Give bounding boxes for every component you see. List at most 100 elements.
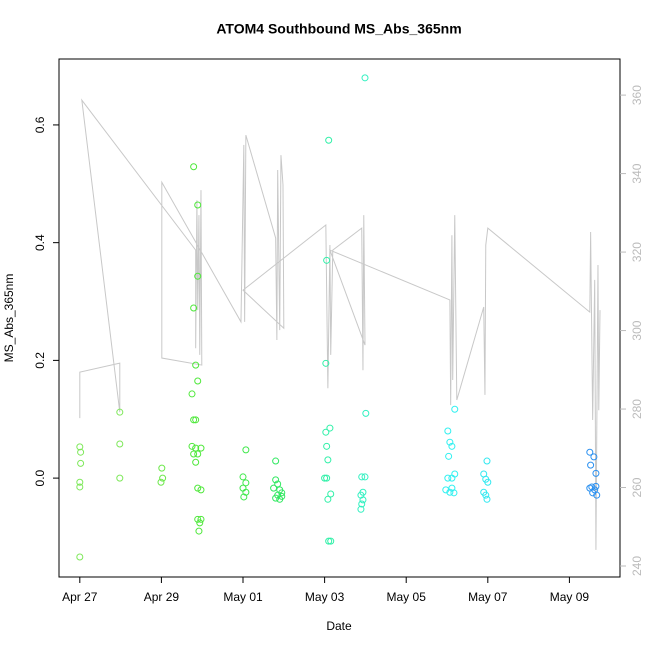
- point: [194, 201, 202, 209]
- point: [194, 515, 202, 523]
- point: [592, 469, 600, 477]
- point: [322, 428, 330, 436]
- point: [197, 486, 205, 494]
- y2-tick-label: 300: [630, 320, 644, 340]
- y2-tick-label: 360: [630, 85, 644, 105]
- point: [270, 484, 278, 492]
- point: [451, 405, 459, 413]
- point: [446, 438, 454, 446]
- point: [274, 480, 282, 488]
- y2-tick-label: 240: [630, 556, 644, 576]
- point: [196, 519, 204, 527]
- point: [242, 479, 250, 487]
- point: [197, 444, 205, 452]
- point: [188, 390, 196, 398]
- point: [587, 461, 595, 469]
- point: [445, 452, 453, 460]
- point: [239, 473, 247, 481]
- point: [362, 409, 370, 417]
- point: [116, 440, 124, 448]
- point: [593, 491, 601, 499]
- point: [483, 495, 491, 503]
- point: [325, 136, 333, 144]
- point: [194, 272, 202, 280]
- point: [590, 453, 598, 461]
- point: [77, 459, 85, 467]
- x-tick-label: Apr 29: [144, 590, 180, 604]
- x-tick-label: May 07: [468, 590, 508, 604]
- point: [586, 448, 594, 456]
- point: [194, 450, 202, 458]
- point: [197, 515, 205, 523]
- point: [272, 494, 280, 502]
- y2-tick-label: 340: [630, 163, 644, 183]
- y2-tick-label: 260: [630, 477, 644, 497]
- point: [361, 473, 369, 481]
- point: [444, 474, 452, 482]
- point: [190, 304, 198, 312]
- point: [77, 448, 85, 456]
- point: [322, 359, 330, 367]
- point: [190, 416, 198, 424]
- point: [359, 496, 367, 504]
- y-tick-label: 0.0: [33, 469, 47, 486]
- point: [361, 74, 369, 82]
- point: [324, 495, 332, 503]
- point: [444, 427, 452, 435]
- point: [157, 478, 165, 486]
- y2-tick-label: 280: [630, 399, 644, 419]
- point: [327, 537, 335, 545]
- point: [325, 537, 333, 545]
- x-tick-label: Apr 27: [62, 590, 98, 604]
- line-series: [79, 98, 601, 550]
- point: [278, 492, 286, 500]
- y-tick-label: 0.6: [33, 116, 47, 133]
- plot-frame: [58, 58, 621, 578]
- point: [190, 163, 198, 171]
- point: [484, 478, 492, 486]
- point: [192, 361, 200, 369]
- point: [76, 443, 84, 451]
- point: [358, 500, 366, 508]
- point: [327, 490, 335, 498]
- x-tick-label: May 05: [387, 590, 427, 604]
- point: [116, 474, 124, 482]
- point: [76, 483, 84, 491]
- point: [592, 482, 600, 490]
- point: [482, 491, 490, 499]
- point: [358, 473, 366, 481]
- point: [242, 446, 250, 454]
- point: [323, 256, 331, 264]
- point: [483, 457, 491, 465]
- point: [192, 458, 200, 466]
- point: [272, 476, 280, 484]
- point: [323, 474, 331, 482]
- point: [324, 456, 332, 464]
- point: [326, 424, 334, 432]
- point: [272, 457, 280, 465]
- point: [192, 416, 200, 424]
- x-axis-label: Date: [326, 619, 352, 633]
- y-tick-label: 0.2: [33, 352, 47, 369]
- point: [323, 442, 331, 450]
- y-axis-label: MS_Abs_365nm: [2, 274, 16, 363]
- y2-tick-label: 320: [630, 242, 644, 262]
- point: [446, 488, 454, 496]
- point: [76, 478, 84, 486]
- point: [240, 493, 248, 501]
- x-tick-label: May 09: [550, 590, 590, 604]
- point: [158, 464, 166, 472]
- point: [357, 505, 365, 513]
- point: [194, 377, 202, 385]
- point: [159, 474, 167, 482]
- point: [321, 474, 329, 482]
- point: [195, 527, 203, 535]
- chart-title: ATOM4 Southbound MS_Abs_365nm: [216, 21, 461, 37]
- point: [448, 474, 456, 482]
- point: [116, 408, 124, 416]
- point: [188, 442, 196, 450]
- point: [192, 444, 200, 452]
- x-tick-label: May 01: [223, 590, 263, 604]
- x-tick-label: May 03: [305, 590, 345, 604]
